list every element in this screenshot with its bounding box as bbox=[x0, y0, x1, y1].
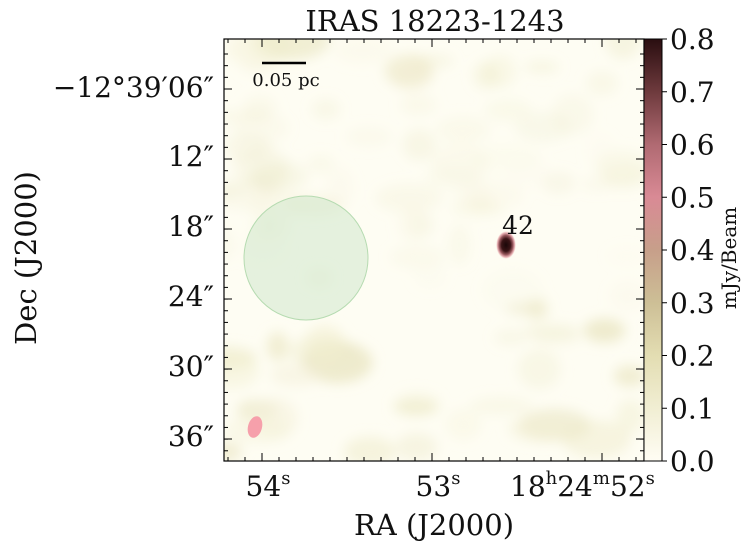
emission-blob bbox=[333, 39, 393, 64]
emission-blob bbox=[266, 331, 289, 362]
colorbar-tick-label: 0.2 bbox=[670, 340, 715, 373]
emission-blob bbox=[484, 99, 533, 122]
emission-blob bbox=[473, 61, 499, 90]
x-tick-label-unit: s bbox=[646, 468, 655, 489]
colorbar-tick-label: 0.6 bbox=[670, 129, 715, 162]
emission-blob bbox=[270, 363, 321, 387]
y-tick-label: 36″ bbox=[168, 420, 214, 453]
emission-blob bbox=[515, 112, 572, 143]
emission-blob bbox=[604, 39, 642, 60]
x-axis-label: RA (J2000) bbox=[354, 508, 514, 542]
emission-blob bbox=[505, 160, 552, 188]
emission-blob bbox=[304, 324, 346, 364]
emission-blob bbox=[251, 397, 298, 439]
x-tick-label: 54s bbox=[246, 468, 291, 503]
y-tick-label: 30″ bbox=[168, 350, 214, 383]
chart-title: IRAS 18223-1243 bbox=[305, 4, 564, 38]
emission-blob bbox=[508, 416, 574, 443]
emission-blob bbox=[407, 213, 435, 237]
emission-blob bbox=[469, 397, 533, 415]
emission-blob bbox=[481, 268, 543, 312]
emission-blob bbox=[224, 109, 268, 123]
emission-blob bbox=[542, 171, 576, 194]
emission-blob bbox=[561, 420, 632, 458]
x-tick-label-value: 54 bbox=[246, 470, 282, 503]
emission-blob bbox=[613, 365, 644, 387]
x-tick-label-unit: h bbox=[546, 468, 558, 489]
x-tick-label-value: 24 bbox=[557, 470, 593, 503]
colorbar-tick-label: 0.4 bbox=[670, 234, 715, 267]
emission-blob bbox=[247, 39, 313, 61]
x-tick-label-unit: s bbox=[281, 468, 290, 489]
emission-blob bbox=[325, 167, 355, 209]
source-label-42: 42 bbox=[502, 211, 534, 240]
emission-blob bbox=[445, 408, 482, 441]
x-tick-label-unit: s bbox=[451, 468, 460, 489]
emission-blob bbox=[517, 349, 561, 390]
colorbar-ticks: 0.0 0.1 0.2 0.3 0.4 0.5 0.6 0.7 0.8 bbox=[662, 23, 715, 478]
emission-blob bbox=[400, 95, 437, 115]
emission-blob bbox=[522, 323, 581, 340]
scale-bar-label: 0.05 pc bbox=[252, 70, 319, 91]
y-tick-label: 18″ bbox=[168, 210, 214, 243]
emission-blob bbox=[413, 262, 447, 289]
y-tick-label: −12°39′06″ bbox=[53, 71, 214, 104]
x-tick-label-value: 52 bbox=[610, 470, 646, 503]
colorbar-label: mJy/Beam bbox=[717, 207, 741, 309]
emission-blob bbox=[375, 183, 443, 213]
emission-blob bbox=[224, 442, 243, 461]
colorbar-tick-label: 0.3 bbox=[670, 287, 715, 320]
emission-blob bbox=[346, 127, 392, 147]
emission-blob bbox=[435, 116, 491, 144]
field-of-view-circle bbox=[243, 195, 369, 321]
emission-blob bbox=[394, 391, 441, 418]
emission-blob bbox=[448, 223, 471, 266]
emission-blob bbox=[524, 61, 560, 74]
emission-blob bbox=[586, 71, 618, 96]
colorbar-tick-label: 0.1 bbox=[670, 392, 715, 425]
emission-blob bbox=[224, 132, 272, 162]
x-tick-label-value: 53 bbox=[416, 470, 452, 503]
x-tick-label-unit: m bbox=[593, 468, 610, 489]
x-tick-label-value: 18 bbox=[510, 470, 546, 503]
emission-blob bbox=[307, 155, 335, 173]
emission-blob bbox=[595, 149, 644, 185]
colorbar-tick-label: 0.7 bbox=[670, 76, 715, 109]
y-axis-label: Dec (J2000) bbox=[9, 171, 43, 345]
emission-blob bbox=[583, 318, 626, 343]
emission-blob bbox=[609, 281, 644, 311]
emission-blob bbox=[493, 329, 527, 346]
emission-blob bbox=[343, 436, 396, 461]
beam-ellipse bbox=[247, 416, 263, 438]
emission-blob bbox=[384, 54, 434, 88]
source-42-emission bbox=[496, 231, 516, 259]
colorbar bbox=[643, 38, 663, 462]
plot-area bbox=[224, 39, 644, 461]
axis-ticks bbox=[224, 39, 644, 461]
x-tick-label: 53s bbox=[416, 468, 461, 503]
colorbar-tick-label: 0.5 bbox=[670, 181, 715, 214]
colorbar-tick-label: 0.0 bbox=[670, 445, 715, 478]
emission-blob bbox=[430, 144, 490, 184]
emission-blob bbox=[606, 247, 644, 266]
y-tick-label: 12″ bbox=[168, 140, 214, 173]
y-tick-label: 24″ bbox=[168, 280, 214, 313]
emission-blob bbox=[389, 245, 445, 269]
emission-blob bbox=[248, 160, 309, 192]
emission-blob bbox=[580, 177, 614, 192]
background-emission bbox=[224, 39, 644, 461]
emission-blob bbox=[311, 98, 341, 120]
x-tick-label: 18h24m52s bbox=[510, 468, 655, 503]
emission-blob bbox=[616, 399, 644, 433]
colorbar-tick-label: 0.8 bbox=[670, 23, 715, 56]
emission-blob bbox=[402, 129, 436, 161]
emission-blob bbox=[395, 433, 438, 461]
emission-blob bbox=[224, 352, 260, 390]
emission-blob bbox=[240, 61, 277, 75]
emission-blob bbox=[454, 179, 524, 211]
